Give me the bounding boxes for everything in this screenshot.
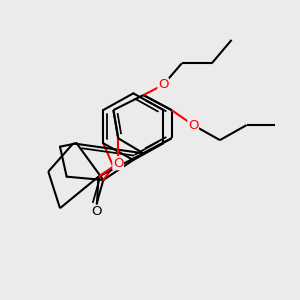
Text: O: O xyxy=(158,78,169,92)
Text: O: O xyxy=(92,205,102,218)
Text: O: O xyxy=(188,118,199,132)
Text: O: O xyxy=(113,157,124,170)
